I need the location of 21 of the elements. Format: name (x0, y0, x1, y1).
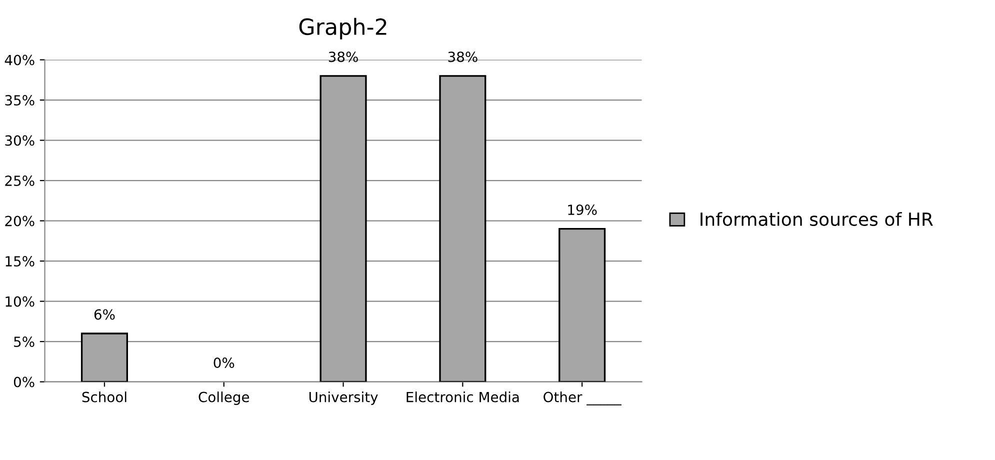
data-label: 0% (214, 357, 234, 368)
y-tick-label: 35% (5, 95, 34, 106)
y-tick-label: 10% (6, 296, 34, 307)
x-tick-label: School (82, 392, 126, 402)
x-tick-label: University (309, 392, 378, 405)
y-tick-label: 25% (5, 176, 34, 186)
x-tick-label: College (198, 392, 250, 405)
y-tick-label: 30% (5, 135, 34, 146)
x-tick-label: Other _____ (544, 392, 622, 406)
x-tick-label: Electronic Media (406, 392, 519, 402)
y-tick-label: 0% (14, 376, 34, 388)
data-label: 6% (94, 309, 115, 320)
legend-label: Information sources of HR (700, 212, 933, 226)
data-label: 38% (328, 52, 358, 62)
data-label: 19% (568, 204, 597, 216)
y-tick-label: 40% (4, 54, 34, 66)
data-label: 38% (448, 52, 478, 62)
chart-title: Graph-2 (299, 18, 386, 40)
y-tick-label: 20% (5, 216, 34, 226)
y-tick-label: 15% (6, 256, 34, 267)
y-tick-label: 5% (14, 336, 34, 348)
